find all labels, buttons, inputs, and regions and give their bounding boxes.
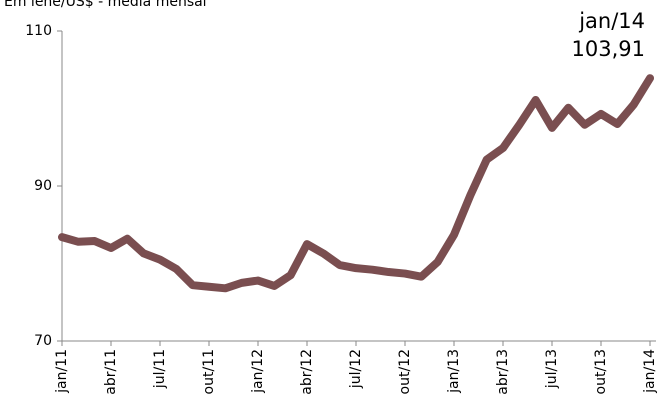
x-tick-label: out/11 bbox=[201, 349, 217, 394]
x-tick-label: jul/11 bbox=[152, 349, 168, 389]
x-tick-label: jul/13 bbox=[544, 349, 560, 389]
x-tick-label: jul/12 bbox=[348, 349, 364, 389]
x-tick-label: jan/11 bbox=[54, 349, 70, 394]
line bbox=[58, 74, 654, 293]
value-label: 103,91 bbox=[572, 37, 645, 61]
chart-subtitle: Em iene/US$ - média mensal bbox=[4, 0, 207, 10]
x-tick-label: jan/13 bbox=[446, 349, 462, 394]
y-tick-label: 90 bbox=[34, 178, 52, 194]
x-tick-label: abr/12 bbox=[299, 349, 315, 395]
x-tick-label: abr/11 bbox=[103, 349, 119, 395]
x-tick-label: out/12 bbox=[397, 349, 413, 394]
y-tick-label: 110 bbox=[25, 23, 52, 39]
annotation: jan/14 bbox=[578, 9, 645, 33]
x-tick-label: out/13 bbox=[593, 349, 609, 394]
x-tick-label: abr/13 bbox=[495, 349, 511, 395]
y-tick-label: 70 bbox=[34, 333, 52, 349]
x-tick-label: jan/14 bbox=[642, 349, 658, 394]
x-tick-label: jan/12 bbox=[250, 349, 266, 394]
